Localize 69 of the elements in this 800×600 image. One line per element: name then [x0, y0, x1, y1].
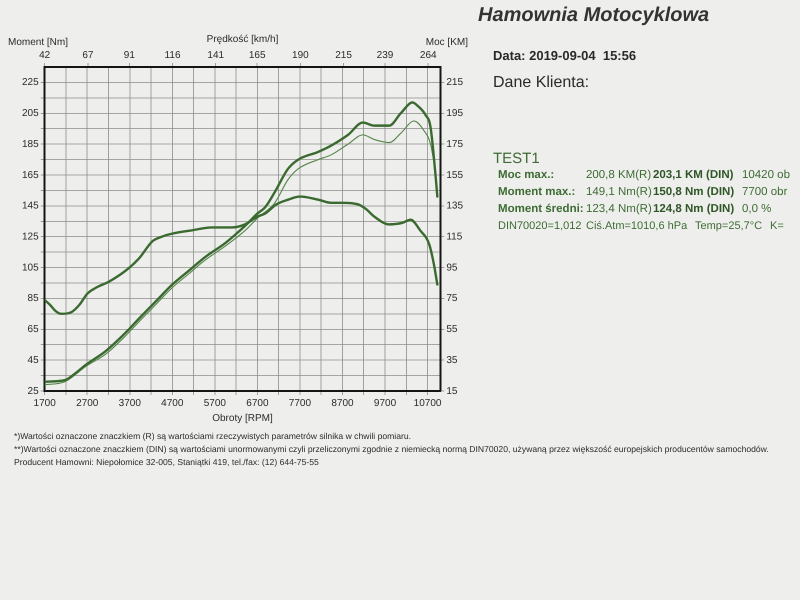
- y2-tick-label: 175: [446, 138, 464, 150]
- x2-tick-label: 239: [376, 50, 394, 61]
- y-tick-label: 125: [22, 231, 40, 242]
- y2-tick-label: 35: [446, 354, 458, 366]
- x2-tick-label: 116: [164, 50, 181, 61]
- text: Ciś.Atm=1010,6 hPa: [586, 220, 688, 232]
- x-tick-label: 7700: [288, 398, 312, 409]
- y2-tick-label: 115: [446, 231, 463, 242]
- y-tick-label: 65: [28, 324, 40, 336]
- text: Moment średni:: [498, 203, 584, 215]
- x2-tick-label: 42: [39, 50, 51, 61]
- text: Moc max.:: [498, 169, 554, 181]
- text: Temp=25,7°C: [695, 220, 762, 232]
- text: K=: [770, 220, 784, 232]
- text: 203,1 KM (DIN): [653, 169, 734, 181]
- x-tick-label: 5700: [204, 398, 226, 409]
- y-tick-label: 225: [22, 77, 40, 88]
- y-tick-label: 165: [22, 170, 40, 181]
- text: 149,1 Nm(R): [586, 186, 652, 198]
- text: Hamownia Motocyklowa: [478, 4, 710, 27]
- y2-axis-title: Moc [KM]: [426, 36, 468, 48]
- x2-tick-label: 91: [124, 50, 136, 61]
- x2-tick-label: 190: [292, 50, 310, 61]
- x-tick-label: 2700: [76, 398, 99, 409]
- text: TEST1: [493, 150, 540, 167]
- y-tick-label: 185: [22, 138, 40, 150]
- y2-tick-label: 155: [446, 170, 464, 181]
- y2-tick-label: 75: [446, 293, 458, 304]
- y-tick-label: 25: [28, 386, 40, 397]
- y-tick-label: 85: [28, 293, 40, 304]
- x-tick-label: 6700: [246, 398, 269, 409]
- text: 200,8 KM(R): [586, 169, 652, 181]
- x2-tick-label: 264: [420, 50, 437, 61]
- text: 150,8 Nm (DIN): [653, 186, 734, 198]
- x-tick-label: 8700: [331, 398, 354, 409]
- text: Dane Klienta:: [493, 74, 590, 92]
- x2-tick-label: 165: [248, 50, 266, 61]
- x-axis-title: Obroty [RPM]: [212, 412, 273, 424]
- text: 10420 ob: [742, 169, 790, 181]
- text: **)Wartości oznaczone znaczkiem (DIN) są wartościami unormowanymi czyli przeliczonymi zgodnie z niemiecką normą DIN70020, używaną przez większość europejskich producentów samochodów.: [14, 443, 770, 455]
- x2-tick-label: 141: [207, 50, 224, 61]
- text: Data: 2019-09-04 15:56: [493, 48, 636, 63]
- x-tick-label: 10700: [414, 398, 442, 409]
- x-tick-label: 3700: [118, 398, 142, 409]
- x-tick-label: 1700: [34, 398, 56, 409]
- y-tick-label: 45: [28, 354, 40, 366]
- y2-tick-label: 215: [446, 77, 464, 88]
- y-tick-label: 205: [22, 108, 40, 120]
- x-tick-label: 9700: [374, 398, 397, 409]
- y2-tick-label: 55: [446, 324, 458, 336]
- y-tick-label: 105: [22, 262, 40, 274]
- text: Producent Hamowni: Niepołomice 32-005, Staniątki 419, tel./fax: (12) 644-75-55: [14, 456, 320, 468]
- text: 7700 obr: [742, 186, 788, 198]
- text: 124,8 Nm (DIN): [653, 203, 734, 215]
- text: *)Wartości oznaczone znaczkiem (R) są wartościami rzeczywistych parametrów silnika w chwili pomiaru.: [14, 430, 412, 442]
- text: 123,4 Nm(R): [586, 203, 652, 215]
- x2-axis-title: Prędkość [km/h]: [206, 34, 279, 45]
- text: 0,0 %: [742, 203, 772, 215]
- y2-tick-label: 95: [446, 262, 458, 274]
- y-tick-label: 145: [22, 200, 40, 212]
- x2-tick-label: 67: [82, 50, 94, 61]
- x-tick-label: 4700: [161, 398, 184, 409]
- x2-tick-label: 215: [335, 50, 352, 61]
- y-axis-title: Moment [Nm]: [8, 36, 68, 48]
- text: Moment max.:: [498, 186, 576, 198]
- y2-tick-label: 135: [446, 200, 464, 212]
- y2-tick-label: 195: [446, 108, 464, 120]
- y2-tick-label: 15: [446, 386, 458, 397]
- text: DIN70020=1,012: [498, 220, 582, 232]
